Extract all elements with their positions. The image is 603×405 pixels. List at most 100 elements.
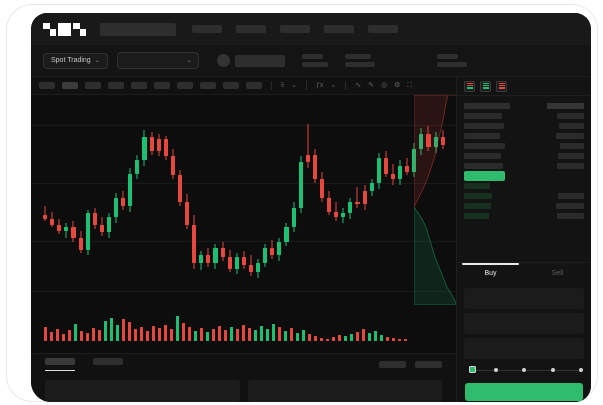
volume-bar [68, 330, 71, 341]
slider-handle[interactable] [469, 366, 476, 373]
order-book[interactable] [457, 96, 591, 262]
slider-node-50[interactable] [522, 367, 526, 372]
search-input[interactable] [100, 22, 176, 36]
volume-bar [80, 331, 83, 341]
volume-bar [350, 334, 353, 341]
orderbook-ask-row[interactable] [464, 121, 584, 131]
timeframe-2[interactable] [85, 82, 101, 89]
tab-order-history[interactable] [93, 357, 123, 371]
candlestick-chart[interactable] [31, 95, 456, 305]
volume-bar [338, 335, 341, 341]
line-chart-icon[interactable]: ∿ [355, 82, 362, 89]
candle [241, 95, 246, 305]
pair-selector[interactable]: ⌄ [116, 52, 199, 69]
ask-amount [558, 153, 584, 159]
candlestick-type-icon[interactable]: ⫅ [281, 82, 285, 89]
orderbook-both-icon[interactable] [464, 80, 475, 92]
ask-amount [557, 163, 584, 169]
timeframe-6[interactable] [177, 82, 193, 89]
slider-node-25[interactable] [493, 367, 498, 372]
field-total[interactable] [464, 338, 584, 359]
field-amount[interactable] [464, 313, 584, 334]
timeframe-1[interactable] [62, 82, 78, 89]
slider-node-75[interactable] [550, 367, 555, 372]
toolbar-divider [305, 81, 307, 90]
pencil-icon[interactable]: ✎ [368, 82, 374, 89]
volume-bar [188, 327, 191, 341]
chevron-down-icon[interactable]: ⌄ [291, 82, 297, 89]
timeframe-5[interactable] [154, 82, 170, 89]
submit-order-button[interactable] [465, 383, 583, 401]
volume-bar [314, 336, 317, 341]
trading-mode-selector[interactable]: Spot Trading ⌄ [43, 52, 108, 69]
orders-panel-right [247, 380, 442, 402]
timeframe-4[interactable] [131, 82, 147, 89]
nav-item-0[interactable] [192, 25, 222, 33]
volume-bar [44, 327, 47, 341]
fullscreen-icon[interactable]: ⛶ [407, 82, 413, 89]
timeframe-8[interactable] [223, 82, 239, 89]
device-frame: Spot Trading ⌄ ⌄ ⫅ ⌄ ƒx ⌄ ∿ ✎ ◎ ⚙ ⛶ [6, 4, 598, 402]
orderbook-bid-row[interactable] [464, 191, 584, 201]
field-price[interactable] [464, 288, 584, 309]
timeframe-9[interactable] [246, 82, 262, 89]
candle [227, 95, 232, 305]
app-header [31, 13, 591, 45]
orderbook-ask-row[interactable] [464, 141, 584, 151]
volume-bar [140, 327, 143, 341]
orderbook-bid-row[interactable] [464, 201, 584, 211]
volume-bar [200, 328, 203, 341]
candle [248, 95, 254, 305]
stat-label [436, 54, 458, 59]
orderbook-asks-icon[interactable] [496, 80, 507, 92]
order-side-tabs: Buy Sell [457, 262, 591, 284]
candle [398, 95, 403, 305]
stat-value [301, 62, 328, 67]
okx-logo-icon[interactable] [43, 22, 86, 36]
slider-node-100[interactable] [579, 367, 583, 372]
chevron-down-icon-2[interactable]: ⌄ [330, 82, 337, 89]
action-1[interactable] [415, 360, 442, 368]
candle [220, 95, 225, 305]
ask-amount [556, 133, 584, 139]
volume-bar [308, 334, 311, 341]
orderbook-ask-row[interactable] [464, 131, 584, 141]
col-price [464, 103, 510, 109]
candle [419, 95, 424, 305]
volume-bar [164, 325, 167, 341]
orderbook-ask-row[interactable] [464, 151, 584, 161]
indicators-icon[interactable]: ƒx [315, 82, 324, 89]
action-0[interactable] [379, 360, 406, 368]
stat-value [344, 62, 375, 67]
candle [99, 95, 104, 305]
candle [298, 95, 303, 305]
candle [213, 95, 218, 305]
orderbook-bid-row[interactable] [464, 211, 584, 221]
settings-gear-icon[interactable]: ⚙ [394, 82, 401, 89]
volume-bar [152, 326, 155, 341]
timeframe-0[interactable] [39, 82, 55, 89]
orders-panel-left [45, 380, 240, 402]
volume-bar [176, 316, 179, 341]
timeframe-3[interactable] [108, 82, 124, 89]
order-form-fields [457, 284, 591, 359]
timeframe-7[interactable] [200, 82, 216, 89]
nav-item-4[interactable] [368, 25, 398, 33]
tab-sell[interactable]: Sell [551, 270, 564, 277]
tab-label [93, 357, 123, 365]
volume-bar [50, 332, 53, 341]
tab-buy[interactable]: Buy [457, 263, 524, 284]
nav-item-3[interactable] [324, 25, 354, 33]
orderbook-ask-row[interactable] [464, 111, 584, 121]
volume-bar [56, 329, 59, 341]
amount-percent-slider[interactable] [467, 363, 583, 379]
orderbook-ask-row[interactable] [464, 161, 584, 171]
bid-amount [556, 203, 584, 209]
orderbook-bids-icon[interactable] [480, 80, 491, 92]
camera-icon[interactable]: ◎ [381, 82, 388, 89]
volume-bar [86, 333, 89, 341]
nav-item-2[interactable] [280, 25, 310, 33]
tab-open-orders[interactable] [45, 357, 75, 371]
orderbook-bid-row[interactable] [464, 181, 584, 191]
nav-item-1[interactable] [236, 25, 266, 33]
